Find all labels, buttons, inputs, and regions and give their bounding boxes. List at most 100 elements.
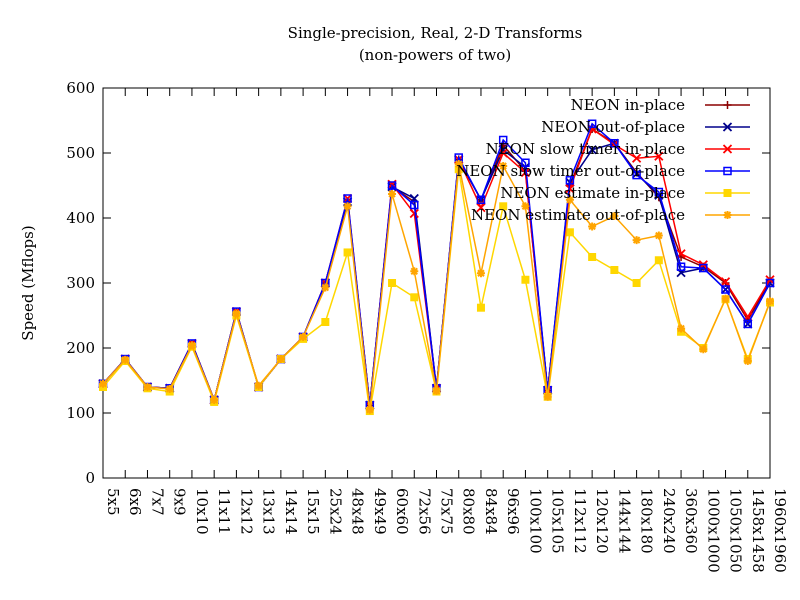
data-point [632, 279, 641, 287]
x-tick-label: 120x120 [593, 488, 611, 554]
series-line [102, 142, 771, 406]
x-tick-label: 60x60 [393, 488, 411, 535]
data-point [321, 318, 330, 326]
x-tick-label: 48x48 [349, 488, 367, 535]
x-tick-label: 7x7 [148, 488, 166, 516]
x-tick-label: 15x15 [304, 488, 322, 535]
x-tick-label: 144x144 [615, 488, 633, 554]
x-tick-label: 1458x1458 [749, 488, 767, 573]
data-point [410, 200, 419, 210]
legend-item: NEON slow timer in-place [486, 140, 750, 158]
legend-label: NEON estimate in-place [500, 184, 685, 202]
data-point [720, 277, 731, 287]
legend-label: NEON slow timer in-place [486, 140, 686, 158]
data-point [498, 148, 508, 158]
x-tick-label: 80x80 [460, 488, 478, 535]
legend-marker [723, 166, 732, 176]
x-tick-label: 1000x1000 [704, 488, 722, 573]
data-point [345, 203, 351, 209]
x-tick-label: 14x14 [282, 488, 300, 535]
data-point [389, 191, 395, 197]
data-point [678, 326, 684, 331]
x-tick-label: 240x240 [660, 488, 678, 554]
data-point [700, 346, 706, 352]
legend-label: NEON in-place [571, 96, 686, 114]
data-point [498, 135, 508, 145]
data-point [476, 195, 486, 205]
data-point [456, 161, 462, 167]
data-point [631, 153, 642, 163]
data-point [476, 303, 485, 312]
x-tick-label: 1050x1050 [727, 488, 745, 573]
x-tick-label: 360x360 [682, 488, 700, 554]
x-tick-label: 25x24 [326, 488, 344, 535]
data-point [411, 268, 417, 274]
data-point [699, 263, 708, 273]
data-point [144, 384, 150, 390]
data-point [610, 266, 619, 274]
x-tick-label: 49x49 [371, 488, 389, 535]
data-point [521, 275, 530, 284]
x-tick-label: 13x13 [260, 488, 278, 535]
data-point [499, 202, 508, 211]
x-tick-label: 11x11 [215, 488, 233, 535]
data-point [211, 397, 217, 403]
data-point [565, 228, 574, 237]
legend-marker [723, 101, 732, 109]
data-point [233, 311, 239, 317]
x-tick-label: 6x6 [126, 488, 144, 516]
data-point [654, 256, 663, 265]
data-point [587, 145, 597, 155]
data-point [745, 358, 751, 364]
legend: NEON in-place NEON out-of-place NEON slow … [456, 96, 750, 224]
y-axis-label: Speed (Mflops) [19, 225, 37, 340]
data-point [387, 181, 397, 190]
y-tick-label: 200 [66, 339, 95, 357]
chart-title: Single-precision, Real, 2-D Transforms [288, 24, 583, 42]
data-point [434, 388, 439, 394]
legend-marker [722, 144, 733, 154]
data-point [388, 279, 397, 287]
legend-item: NEON slow timer out-of-place [456, 162, 750, 180]
legend-marker [723, 189, 732, 197]
data-point [545, 394, 551, 400]
data-point [167, 386, 173, 392]
x-tick-label: 180x180 [638, 488, 656, 554]
y-tick-label: 300 [66, 274, 95, 292]
data-point [565, 184, 575, 194]
data-point [122, 357, 128, 363]
y-tick-label: 400 [66, 209, 95, 227]
x-tick-label: 75x75 [438, 488, 456, 535]
data-point [654, 151, 664, 161]
data-point [300, 334, 306, 340]
data-point [723, 296, 729, 302]
data-point [634, 237, 640, 243]
y-tick-label: 600 [66, 79, 95, 97]
data-point [588, 253, 597, 261]
data-point [767, 298, 773, 304]
legend-label: NEON slow timer out-of-place [456, 162, 685, 180]
x-tick-label: 84x84 [482, 488, 500, 535]
x-tick-label: 5x5 [104, 488, 122, 516]
data-point [409, 208, 419, 219]
series-layer [98, 119, 775, 416]
x-tick-label: 112x112 [571, 488, 589, 554]
data-point [478, 270, 484, 276]
data-point [765, 278, 775, 288]
x-tick-label: 96x96 [504, 488, 522, 535]
y-tick-label: 500 [66, 144, 95, 162]
x-tick-label: 72x56 [415, 488, 433, 535]
data-point [410, 293, 419, 302]
data-point [367, 407, 373, 413]
x-tick-label: 12x12 [237, 488, 255, 535]
data-point [610, 139, 619, 148]
legend-item: NEON in-place [571, 96, 750, 114]
y-tick-label: 0 [85, 469, 95, 487]
data-point [256, 383, 262, 389]
data-point [567, 197, 573, 203]
data-point [500, 163, 506, 169]
data-point [476, 202, 486, 213]
data-point [343, 248, 352, 257]
legend-item: NEON estimate out-of-place [471, 206, 750, 224]
